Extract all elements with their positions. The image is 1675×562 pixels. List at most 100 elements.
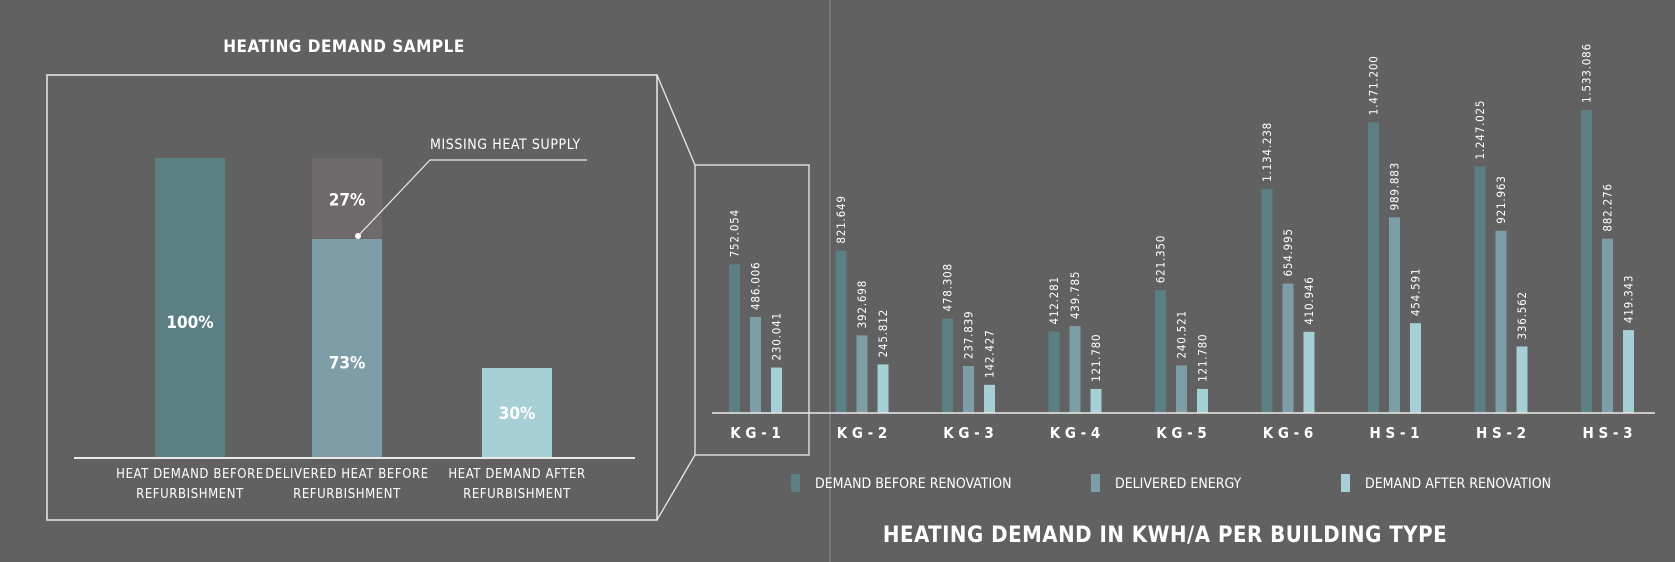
building-category-label: K G - 6 xyxy=(1263,424,1314,442)
building-bar-value-label: 989.883 xyxy=(1388,162,1402,210)
building-bar xyxy=(1197,388,1208,413)
building-bar-value-label: 240.521 xyxy=(1175,310,1189,358)
sample-bar-label: 30% xyxy=(499,404,536,424)
sample-category-label: HEAT DEMAND BEFORE xyxy=(116,467,264,482)
building-bar-value-label: 1.134.238 xyxy=(1260,122,1274,182)
building-bar xyxy=(1069,326,1081,413)
building-category-labels: K G - 1 K G - 2 K G - 3 K G - 4 K G - 5 K G -… xyxy=(730,424,1632,442)
building-bar-value-label: 230.041 xyxy=(770,312,784,360)
legend-label: DEMAND AFTER RENOVATION xyxy=(1365,476,1551,492)
building-bar-value-label: 392.698 xyxy=(855,280,869,328)
building-bar xyxy=(1090,388,1102,413)
building-bar xyxy=(750,316,761,413)
building-bar xyxy=(877,364,889,413)
zoom-line-top xyxy=(656,74,696,166)
building-bar xyxy=(1303,331,1315,413)
building-bar xyxy=(1474,166,1486,413)
building-bar-value-label: 752.054 xyxy=(728,209,742,257)
missing-heat-pointer-dot xyxy=(355,233,361,239)
sample-category-label: REFURBISHMENT xyxy=(136,487,244,502)
building-bar-value-label: 1.471.200 xyxy=(1367,55,1381,115)
building-bar-value-label: 336.562 xyxy=(1515,291,1529,339)
building-bar-value-label: 142.427 xyxy=(983,329,997,377)
sample-panel: HEATING DEMAND SAMPLE 100% 27% 73% 30% MISS… xyxy=(46,37,658,521)
building-bar xyxy=(1048,331,1060,413)
building-bar xyxy=(771,367,782,413)
sample-bar-label: 100% xyxy=(166,313,213,333)
sample-bar-label: 73% xyxy=(329,354,366,374)
building-bar-value-label: 412.281 xyxy=(1047,276,1061,324)
building-bar xyxy=(984,384,995,413)
building-chart-title: HEATING DEMAND IN KWH/A PER BUILDING TYP… xyxy=(883,523,1447,548)
building-bar-value-label: 121.780 xyxy=(1089,334,1103,382)
building-category-label: H S - 3 xyxy=(1582,424,1632,442)
building-category-label: K G - 3 xyxy=(943,424,994,442)
building-bar xyxy=(1581,110,1592,413)
building-bar-value-label: 454.591 xyxy=(1409,268,1423,316)
building-bar-value-label: 245.812 xyxy=(876,309,890,357)
building-bar xyxy=(963,365,974,413)
legend-label: DEMAND BEFORE RENOVATION xyxy=(815,476,1012,492)
building-category-label: H S - 1 xyxy=(1369,424,1419,442)
sample-category-label: DELIVERED HEAT BEFORE xyxy=(265,467,428,482)
building-bar xyxy=(1389,217,1400,413)
building-bar-value-label: 882.276 xyxy=(1601,183,1615,231)
building-bar-value-label: 821.649 xyxy=(834,195,848,243)
sample-frame xyxy=(46,74,658,521)
building-bar xyxy=(856,335,868,413)
building-bar xyxy=(729,264,740,413)
building-bar xyxy=(1516,346,1528,413)
sample-bars: 100% 27% 73% 30% xyxy=(155,158,552,458)
building-bars: 752.054 486.006 230.041 821.649 392.698 245.8… xyxy=(728,43,1636,413)
sample-category-label: HEAT DEMAND AFTER xyxy=(448,467,585,482)
building-category-label: K G - 5 xyxy=(1156,424,1207,442)
building-bar-value-label: 921.963 xyxy=(1494,175,1508,223)
building-bar xyxy=(1282,283,1294,413)
sample-title: HEATING DEMAND SAMPLE xyxy=(223,37,465,57)
building-bar-value-label: 410.946 xyxy=(1302,276,1316,324)
building-bar xyxy=(1410,323,1421,413)
building-bar xyxy=(835,250,847,413)
building-bar-value-label: 121.780 xyxy=(1196,334,1210,382)
sample-bar xyxy=(155,158,225,458)
building-category-label: H S - 2 xyxy=(1476,424,1526,442)
legend: DEMAND BEFORE RENOVATION DELIVERED ENERGY… xyxy=(791,474,1551,492)
building-bar xyxy=(1176,365,1187,413)
sample-bar-missing xyxy=(312,158,382,239)
building-category-label: K G - 4 xyxy=(1050,424,1101,442)
legend-swatch xyxy=(791,474,800,492)
building-bar-value-label: 419.343 xyxy=(1622,275,1636,323)
missing-heat-annotation: MISSING HEAT SUPPLY xyxy=(430,137,581,153)
sample-missing-label: 27% xyxy=(329,191,366,211)
zoom-line-bottom xyxy=(656,454,696,521)
building-category-label: K G - 2 xyxy=(837,424,888,442)
building-bar-value-label: 478.308 xyxy=(941,263,955,311)
sample-category-label: REFURBISHMENT xyxy=(293,487,401,502)
kg1-highlight-box xyxy=(694,164,810,456)
legend-label: DELIVERED ENERGY xyxy=(1115,476,1242,492)
missing-heat-leader-line xyxy=(357,159,587,237)
building-bar xyxy=(1623,330,1634,413)
building-bar-value-label: 439.785 xyxy=(1068,271,1082,319)
building-bar xyxy=(1368,122,1379,413)
building-bar-value-label: 1.247.025 xyxy=(1473,100,1487,160)
building-bar-value-label: 486.006 xyxy=(749,262,763,310)
legend-swatch xyxy=(1341,474,1350,492)
legend-swatch xyxy=(1091,474,1100,492)
sample-bar xyxy=(312,239,382,458)
building-bar-value-label: 1.533.086 xyxy=(1580,43,1594,103)
sample-category-labels: HEAT DEMAND BEFORE REFURBISHMENT DELIVERED… xyxy=(116,467,585,502)
building-bar xyxy=(1495,230,1507,413)
building-bar xyxy=(942,318,953,413)
building-category-label: K G - 1 xyxy=(730,424,781,442)
building-bar xyxy=(1155,290,1166,413)
building-bar-value-label: 237.839 xyxy=(962,311,976,359)
sample-category-label: REFURBISHMENT xyxy=(463,487,571,502)
sample-bar xyxy=(482,368,552,458)
building-bar-value-label: 654.995 xyxy=(1281,228,1295,276)
building-bar-value-label: 621.350 xyxy=(1154,235,1168,283)
building-bar xyxy=(1602,238,1613,413)
building-chart: 752.054 486.006 230.041 821.649 392.698 245.8… xyxy=(712,43,1655,548)
building-bar xyxy=(1261,188,1273,413)
